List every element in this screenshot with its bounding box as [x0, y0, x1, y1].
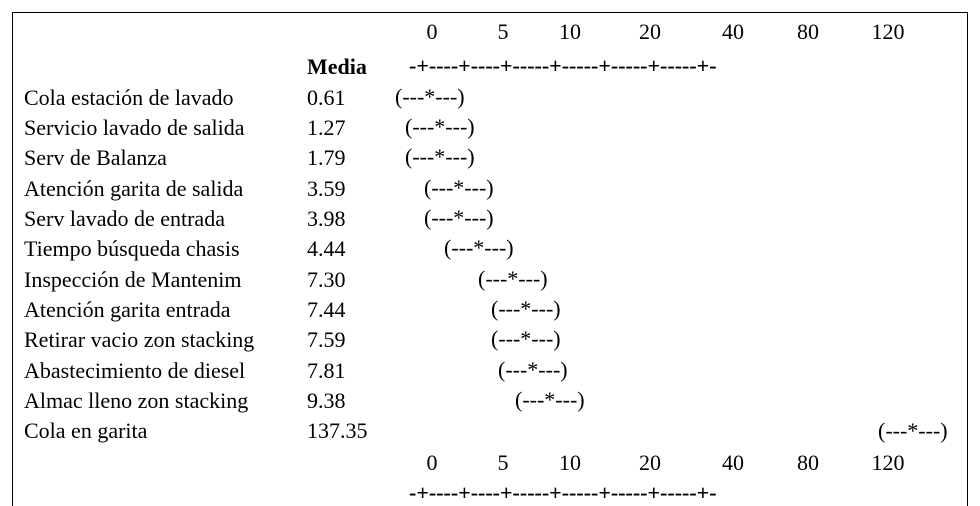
row-name: Cola en garita: [24, 418, 148, 443]
row-mean: 7.30: [307, 267, 346, 292]
top-tick: 20: [639, 19, 661, 44]
row-mean: 7.44: [307, 297, 346, 322]
mean-header: Media: [307, 54, 367, 79]
row-interval: (---*---): [424, 205, 494, 230]
row-interval: (---*---): [491, 326, 561, 351]
row-interval: (---*---): [444, 235, 514, 260]
row-name: Atención garita entrada: [24, 297, 231, 322]
bottom-tick: 10: [559, 450, 581, 475]
row-mean: 4.44: [307, 236, 346, 261]
row-interval: (---*---): [498, 357, 568, 382]
row-mean: 9.38: [307, 388, 346, 413]
row-mean: 137.35: [307, 418, 368, 443]
bottom-tick: 5: [497, 450, 509, 475]
row-mean: 1.79: [307, 145, 346, 170]
bottom-tick: 40: [722, 450, 744, 475]
top-axis-rule: -+----+----+-----+-----+-----+-----+-: [409, 53, 717, 78]
row-mean: 7.59: [307, 327, 346, 352]
bottom-tick: 120: [871, 450, 905, 475]
top-tick: 10: [559, 19, 581, 44]
row-interval: (---*---): [491, 296, 561, 321]
bottom-tick: 0: [426, 450, 438, 475]
row-interval: (---*---): [395, 84, 465, 109]
row-name: Almac lleno zon stacking: [24, 388, 249, 413]
row-name: Retirar vacio zon stacking: [24, 327, 255, 352]
row-name: Servicio lavado de salida: [24, 115, 245, 140]
row-name: Inspección de Mantenim: [24, 267, 242, 292]
row-mean: 0.61: [307, 85, 346, 110]
bottom-tick: 20: [639, 450, 661, 475]
row-name: Serv de Balanza: [24, 145, 167, 170]
row-name: Atención garita de salida: [24, 176, 244, 201]
row-interval: (---*---): [424, 175, 494, 200]
row-interval: (---*---): [405, 114, 475, 139]
top-tick: 80: [797, 19, 819, 44]
bottom-tick: 80: [797, 450, 819, 475]
row-interval: (---*---): [515, 387, 585, 412]
row-interval: (---*---): [405, 144, 475, 169]
row-name: Abastecimiento de diesel: [24, 358, 246, 383]
row-mean: 7.81: [307, 358, 346, 383]
row-mean: 1.27: [307, 115, 346, 140]
top-tick: 0: [426, 19, 438, 44]
top-tick: 5: [497, 19, 509, 44]
row-interval: (---*---): [878, 418, 948, 443]
bottom-axis-rule: -+----+----+-----+-----+-----+-----+-: [409, 480, 717, 505]
row-interval: (---*---): [478, 266, 548, 291]
row-mean: 3.59: [307, 176, 346, 201]
row-name: Tiempo búsqueda chasis: [24, 236, 240, 261]
row-name: Serv lavado de entrada: [24, 206, 225, 231]
table-frame: [12, 12, 968, 506]
row-mean: 3.98: [307, 206, 346, 231]
top-tick: 40: [722, 19, 744, 44]
row-name: Cola estación de lavado: [24, 85, 234, 110]
top-tick: 120: [871, 19, 905, 44]
